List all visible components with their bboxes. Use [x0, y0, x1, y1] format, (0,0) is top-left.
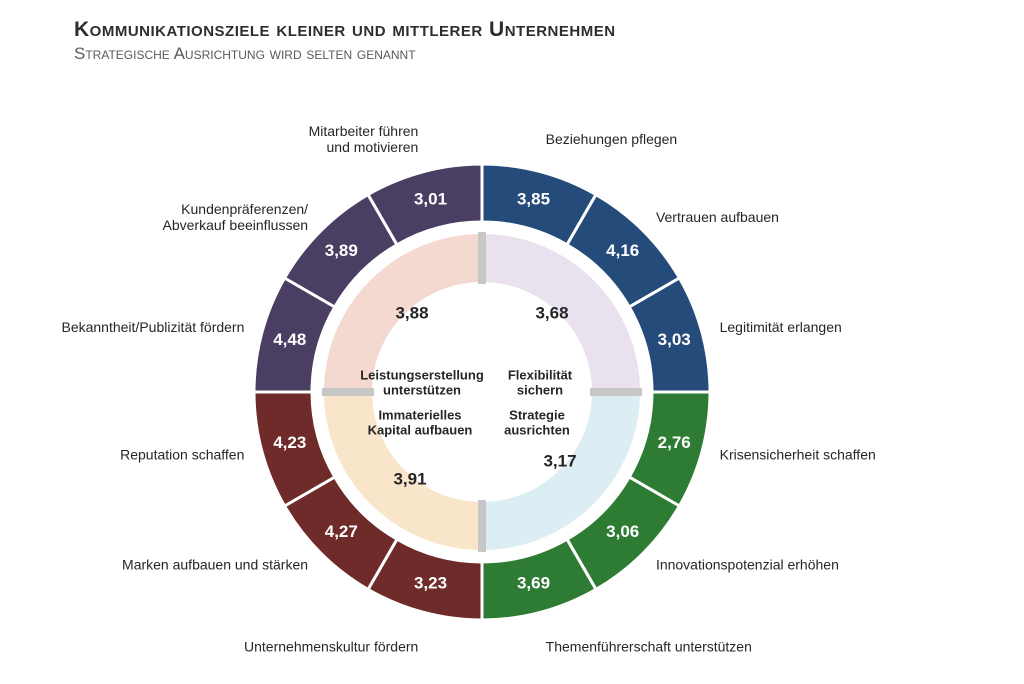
- inner-quadrant-label: Flexibilität: [508, 367, 573, 382]
- outer-segment-label: Unternehmenskultur fördern: [244, 638, 418, 654]
- outer-segment-value: 3,85: [517, 189, 550, 208]
- outer-segment-value: 3,69: [517, 574, 550, 593]
- outer-segment-value: 3,23: [414, 574, 447, 593]
- inner-quadrant-label: Strategie: [509, 407, 565, 422]
- outer-segment-label: Legitimität erlangen: [720, 319, 842, 335]
- outer-segment-label: Abverkauf beeinflussen: [163, 217, 309, 233]
- outer-segment-value: 2,76: [658, 433, 691, 452]
- outer-segment-label: Reputation schaffen: [120, 446, 244, 462]
- outer-segment-label: Mitarbeiter führen: [309, 123, 419, 139]
- inner-quadrant-value: 3,88: [395, 303, 428, 322]
- outer-segment-label: Innovationspotenzial erhöhen: [656, 557, 839, 573]
- inner-quadrant-label: ausrichten: [504, 422, 570, 437]
- inner-quadrant-label: unterstützen: [383, 382, 461, 397]
- outer-segment-label: Vertrauen aufbauen: [656, 209, 779, 225]
- outer-segment-value: 4,27: [325, 522, 358, 541]
- outer-segment-value: 4,16: [606, 241, 639, 260]
- donut-chart: Flexibilitätsichern 3,68 Strategieausricht…: [0, 0, 1024, 684]
- outer-segment-label: und motivieren: [327, 139, 419, 155]
- inner-quadrant-label: Immaterielles: [378, 407, 461, 422]
- outer-segment-label: Beziehungen pflegen: [546, 131, 678, 147]
- inner-quadrant-label: Leistungserstellung: [360, 367, 484, 382]
- outer-segment-value: 3,89: [325, 241, 358, 260]
- inner-quadrant-value: 3,91: [393, 469, 426, 488]
- outer-segment-value: 3,03: [658, 330, 691, 349]
- outer-segment-label: Themenführerschaft unterstützen: [546, 638, 752, 654]
- outer-segment-label: Kundenpräferenzen/: [181, 201, 308, 217]
- inner-quadrant-label: Kapital aufbauen: [368, 422, 473, 437]
- outer-segment-value: 4,48: [273, 330, 306, 349]
- outer-segment-label: Krisensicherheit schaffen: [720, 446, 876, 462]
- inner-quadrant-value: 3,17: [543, 451, 576, 470]
- outer-segment-value: 3,01: [414, 189, 447, 208]
- outer-segment-value: 3,06: [606, 522, 639, 541]
- outer-segment-value: 4,23: [273, 433, 306, 452]
- outer-segment-label: Marken aufbauen und stärken: [122, 557, 308, 573]
- inner-quadrant-value: 3,68: [535, 303, 568, 322]
- inner-quadrant-label: sichern: [517, 382, 563, 397]
- outer-segment-label: Bekanntheit/Publizität fördern: [61, 319, 244, 335]
